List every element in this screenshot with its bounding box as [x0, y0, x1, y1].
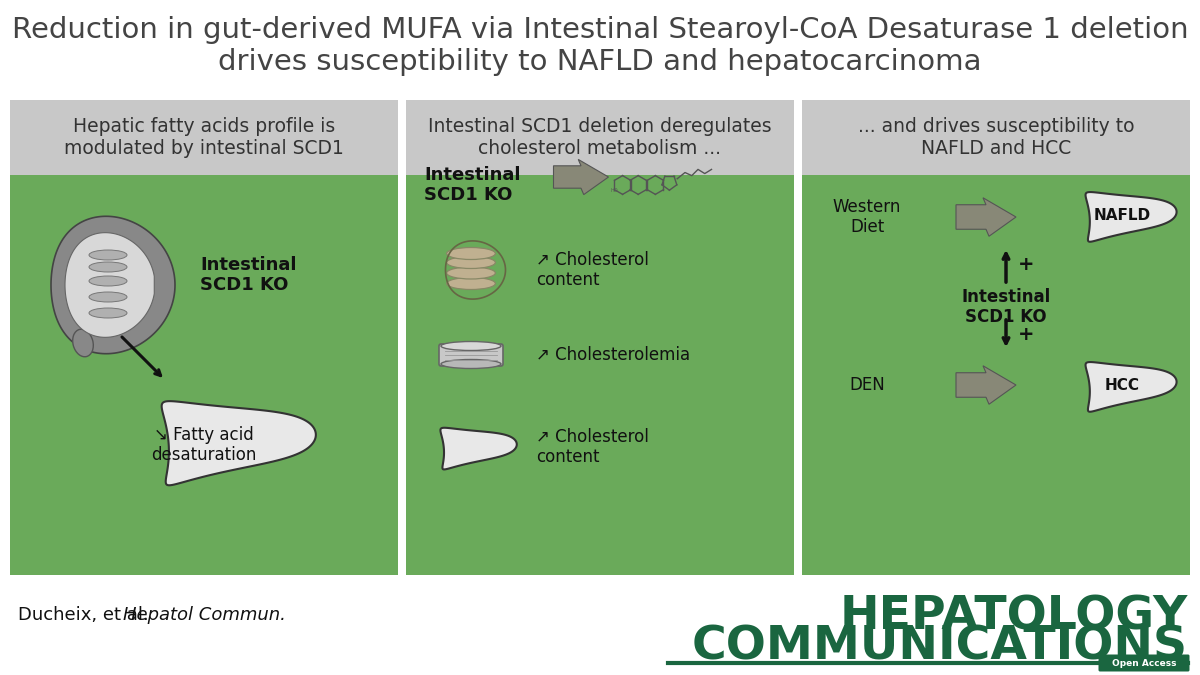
Polygon shape	[440, 428, 517, 469]
Text: ↗ Cholesterolemia: ↗ Cholesterolemia	[536, 346, 690, 364]
Ellipse shape	[446, 256, 496, 269]
FancyBboxPatch shape	[406, 100, 794, 175]
Ellipse shape	[442, 360, 502, 369]
FancyBboxPatch shape	[802, 100, 1190, 175]
Text: HO: HO	[611, 188, 618, 193]
FancyBboxPatch shape	[406, 175, 794, 575]
FancyBboxPatch shape	[10, 100, 398, 175]
Text: Ducheix, et al.: Ducheix, et al.	[18, 606, 155, 624]
Text: HEPATOLOGY: HEPATOLOGY	[840, 595, 1188, 639]
FancyBboxPatch shape	[439, 344, 503, 366]
FancyBboxPatch shape	[802, 175, 1190, 575]
Text: DEN: DEN	[850, 376, 884, 394]
Ellipse shape	[89, 276, 127, 286]
Polygon shape	[1086, 362, 1176, 412]
Ellipse shape	[73, 329, 94, 357]
Ellipse shape	[89, 262, 127, 272]
Polygon shape	[162, 401, 316, 485]
Polygon shape	[65, 233, 155, 338]
Text: ↘ Fatty acid
desaturation: ↘ Fatty acid desaturation	[151, 426, 257, 464]
Text: drives susceptibility to NAFLD and hepatocarcinoma: drives susceptibility to NAFLD and hepat…	[218, 48, 982, 76]
Text: NAFLD: NAFLD	[1093, 207, 1151, 223]
Ellipse shape	[446, 267, 496, 279]
Text: ↗ Cholesterol
content: ↗ Cholesterol content	[536, 250, 649, 290]
Text: ↗ Cholesterol
content: ↗ Cholesterol content	[536, 427, 649, 466]
Text: Intestinal
SCD1 KO: Intestinal SCD1 KO	[200, 256, 296, 294]
Text: HCC: HCC	[1104, 377, 1140, 392]
Ellipse shape	[446, 277, 496, 290]
Text: Hepatol Commun.: Hepatol Commun.	[124, 606, 286, 624]
Text: +: +	[1018, 256, 1034, 275]
Polygon shape	[956, 198, 1016, 236]
Text: Intestinal
SCD1 KO: Intestinal SCD1 KO	[961, 288, 1051, 327]
Ellipse shape	[442, 342, 502, 350]
Text: Reduction in gut-derived MUFA via Intestinal Stearoyl-CoA Desaturase 1 deletion: Reduction in gut-derived MUFA via Intest…	[12, 16, 1188, 44]
Polygon shape	[1086, 192, 1176, 242]
Ellipse shape	[89, 292, 127, 302]
Polygon shape	[553, 159, 608, 194]
Ellipse shape	[446, 248, 496, 259]
Text: +: +	[1018, 325, 1034, 344]
FancyBboxPatch shape	[1098, 655, 1189, 672]
FancyBboxPatch shape	[10, 175, 398, 575]
Polygon shape	[52, 216, 175, 354]
Polygon shape	[956, 366, 1016, 404]
Text: Hepatic fatty acids profile is
modulated by intestinal SCD1: Hepatic fatty acids profile is modulated…	[64, 117, 344, 158]
Text: Intestinal
SCD1 KO: Intestinal SCD1 KO	[424, 165, 521, 205]
Ellipse shape	[89, 250, 127, 260]
Text: Open Access: Open Access	[1111, 659, 1176, 668]
Ellipse shape	[89, 308, 127, 318]
Text: COMMUNICATIONS: COMMUNICATIONS	[692, 624, 1188, 670]
Text: Western
Diet: Western Diet	[833, 198, 901, 236]
Text: ... and drives susceptibility to
NAFLD and HCC: ... and drives susceptibility to NAFLD a…	[858, 117, 1134, 158]
Text: Intestinal SCD1 deletion deregulates
cholesterol metabolism ...: Intestinal SCD1 deletion deregulates cho…	[428, 117, 772, 158]
